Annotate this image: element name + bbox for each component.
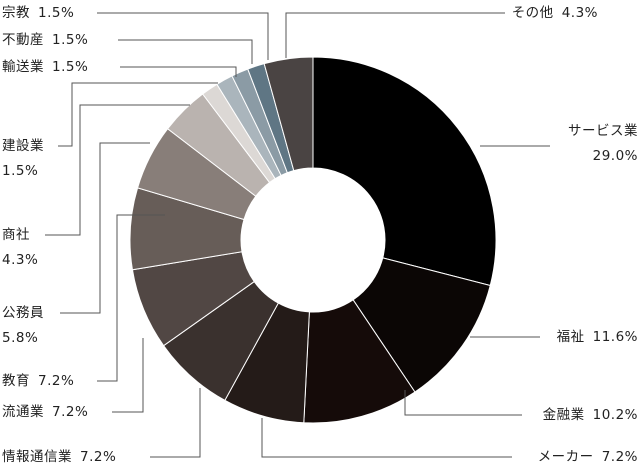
value-label: 1.5%: [52, 59, 88, 75]
leader-line: [404, 390, 522, 416]
label: 宗教 1.5%: [2, 5, 74, 21]
leader-line: [60, 142, 150, 314]
donut-segment: [263, 56, 314, 172]
label: その他 4.3%: [512, 5, 598, 21]
value-label: 4.3%: [2, 252, 38, 268]
category-label: メーカー: [538, 449, 594, 465]
category-label: 建設業: [2, 138, 44, 154]
value-label: 7.2%: [602, 449, 638, 465]
category-label: サービス業: [568, 123, 638, 139]
label: 教育 7.2%: [2, 373, 74, 389]
value-label: 4.3%: [562, 5, 598, 21]
leader-line: [261, 418, 512, 458]
value-label: 1.5%: [52, 32, 88, 48]
category-label: その他: [512, 5, 554, 21]
label: 輸送業 1.5%: [2, 59, 88, 75]
category-label: 公務員: [2, 305, 44, 321]
category-label: 宗教: [2, 5, 30, 21]
category-label: 不動産: [2, 32, 44, 48]
value-label: 1.5%: [38, 5, 74, 21]
value-label: 7.2%: [52, 404, 88, 420]
leader-line: [112, 338, 144, 413]
value-label: 1.5%: [2, 163, 38, 179]
label: 不動産 1.5%: [2, 32, 88, 48]
value-label: 29.0%: [593, 148, 638, 164]
category-label: 輸送業: [2, 59, 44, 75]
value-label: 10.2%: [593, 407, 638, 423]
label: 流通業 7.2%: [2, 404, 88, 420]
leader-line: [150, 388, 201, 458]
leader-line: [120, 66, 237, 77]
value-label: 7.2%: [80, 449, 116, 465]
label: メーカー 7.2%: [538, 449, 638, 465]
category-label: 情報通信業: [2, 449, 72, 465]
value-label: 7.2%: [38, 373, 74, 389]
leader-line: [58, 82, 218, 147]
category-label: 金融業: [543, 407, 585, 423]
leader-line: [45, 104, 190, 236]
label: 情報通信業 7.2%: [2, 449, 116, 465]
category-label: 商社: [2, 227, 30, 243]
label: 金融業 10.2%: [543, 407, 638, 423]
leader-line: [285, 12, 505, 58]
leader-line: [118, 39, 253, 64]
donut-segment: [312, 56, 497, 287]
leader-line: [97, 214, 165, 382]
category-label: 流通業: [2, 404, 44, 420]
label: 福祉 11.6%: [557, 329, 638, 345]
category-label: 教育: [2, 373, 30, 389]
value-label: 5.8%: [2, 330, 38, 346]
leader-line: [97, 12, 269, 60]
category-label: 福祉: [557, 329, 585, 345]
value-label: 11.6%: [593, 329, 638, 345]
